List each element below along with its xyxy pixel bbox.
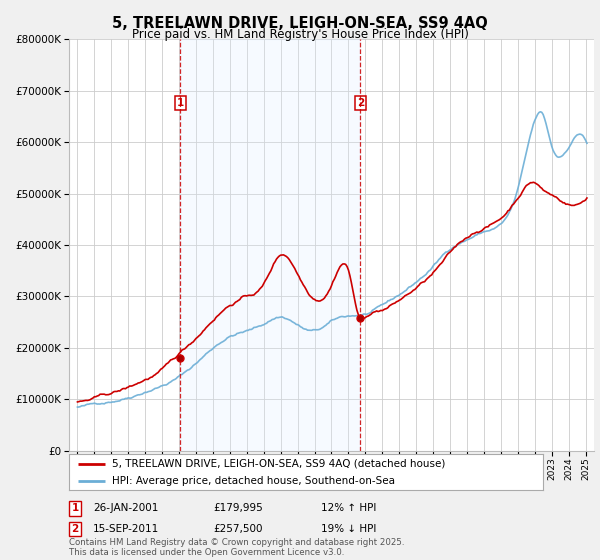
Bar <box>180 39 361 451</box>
Text: 5, TREELAWN DRIVE, LEIGH-ON-SEA, SS9 4AQ (detached house): 5, TREELAWN DRIVE, LEIGH-ON-SEA, SS9 4AQ… <box>112 459 445 469</box>
Text: £179,995: £179,995 <box>213 503 263 514</box>
Text: 5, TREELAWN DRIVE, LEIGH-ON-SEA, SS9 4AQ: 5, TREELAWN DRIVE, LEIGH-ON-SEA, SS9 4AQ <box>112 16 488 31</box>
Text: Contains HM Land Registry data © Crown copyright and database right 2025.
This d: Contains HM Land Registry data © Crown c… <box>69 538 404 557</box>
Text: Price paid vs. HM Land Registry's House Price Index (HPI): Price paid vs. HM Land Registry's House … <box>131 28 469 41</box>
Text: HPI: Average price, detached house, Southend-on-Sea: HPI: Average price, detached house, Sout… <box>112 476 395 486</box>
Text: 1: 1 <box>176 98 184 108</box>
Text: 19% ↓ HPI: 19% ↓ HPI <box>321 524 376 534</box>
Text: 26-JAN-2001: 26-JAN-2001 <box>93 503 158 514</box>
Text: 1: 1 <box>71 503 79 514</box>
Text: 2: 2 <box>357 98 364 108</box>
Text: 2: 2 <box>71 524 79 534</box>
Text: 15-SEP-2011: 15-SEP-2011 <box>93 524 159 534</box>
Text: £257,500: £257,500 <box>213 524 263 534</box>
Text: 12% ↑ HPI: 12% ↑ HPI <box>321 503 376 514</box>
